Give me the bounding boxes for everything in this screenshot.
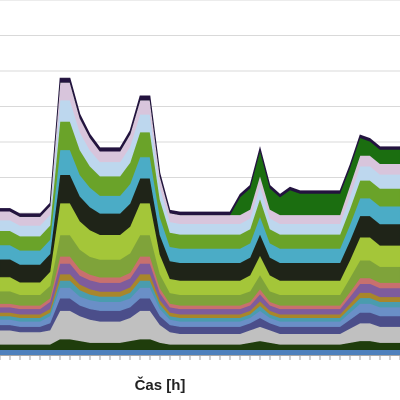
area-series-1 — [0, 349, 400, 356]
area-series-18 — [0, 77, 400, 217]
x-axis — [0, 355, 400, 360]
x-axis-title: Čas [h] — [135, 376, 186, 394]
area-series-group — [0, 77, 400, 356]
